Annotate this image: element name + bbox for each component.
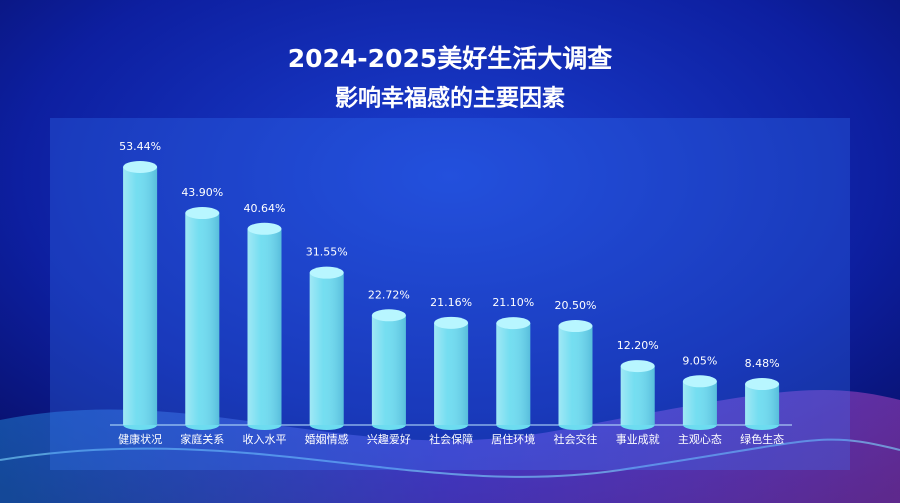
x-tick-label: 收入水平 [243, 432, 287, 446]
value-label: 43.90% [181, 186, 223, 199]
bar-top [434, 316, 469, 329]
bar [682, 375, 717, 430]
value-label: 31.55% [306, 246, 348, 259]
bar [496, 317, 531, 430]
bar [745, 378, 780, 430]
bar-top [620, 360, 655, 373]
bar-sheen [434, 322, 469, 425]
value-label: 9.05% [682, 354, 717, 367]
x-tick-label: 社会交往 [554, 432, 598, 446]
bar [371, 309, 406, 430]
bar-sheen [558, 326, 593, 425]
bar-top [496, 317, 531, 330]
value-label: 21.16% [430, 296, 472, 309]
value-label: 22.72% [368, 288, 410, 301]
bar [620, 360, 655, 430]
bar-top [558, 320, 593, 333]
value-label: 12.20% [617, 339, 659, 352]
bar-top [309, 266, 344, 279]
x-tick-label: 社会保障 [429, 432, 473, 446]
x-tick-label: 健康状况 [118, 432, 162, 446]
bar-sheen [620, 366, 655, 425]
chart-title: 2024-2025美好生活大调查 [288, 44, 613, 73]
background-wave-line [0, 438, 900, 478]
x-tick-label: 家庭关系 [180, 432, 224, 446]
x-tick-label: 居住环境 [491, 432, 535, 446]
bar-sheen [247, 228, 282, 425]
value-label: 53.44% [119, 140, 161, 153]
bar [558, 320, 593, 430]
bar-sheen [496, 323, 531, 425]
chart-subtitle: 影响幸福感的主要因素 [335, 85, 565, 112]
bar-sheen [309, 272, 344, 425]
bar-top [247, 222, 282, 235]
x-tick-label: 婚姻情感 [305, 432, 349, 446]
value-label: 21.10% [492, 296, 534, 309]
x-tick-label: 绿色生态 [740, 432, 784, 446]
bar [123, 161, 158, 430]
x-tick-label: 兴趣爱好 [367, 432, 411, 446]
bar [309, 266, 344, 430]
bar-top [371, 309, 406, 322]
value-label: 40.64% [244, 202, 286, 215]
bar [434, 316, 469, 430]
x-tick-label: 事业成就 [616, 432, 660, 446]
value-label: 8.48% [745, 357, 780, 370]
bar-top [123, 161, 158, 173]
bar-sheen [123, 167, 158, 425]
x-tick-label: 主观心态 [678, 433, 722, 446]
bar [247, 222, 282, 430]
bar-top [185, 207, 220, 220]
bar-sheen [185, 213, 220, 425]
bar-sheen [745, 384, 780, 425]
bar-top [745, 378, 780, 391]
bar [185, 207, 220, 430]
value-label: 20.50% [555, 299, 597, 312]
bar-sheen [371, 315, 406, 425]
bar-sheen [682, 381, 717, 425]
bar-top [682, 375, 717, 388]
background-wave [0, 390, 900, 503]
